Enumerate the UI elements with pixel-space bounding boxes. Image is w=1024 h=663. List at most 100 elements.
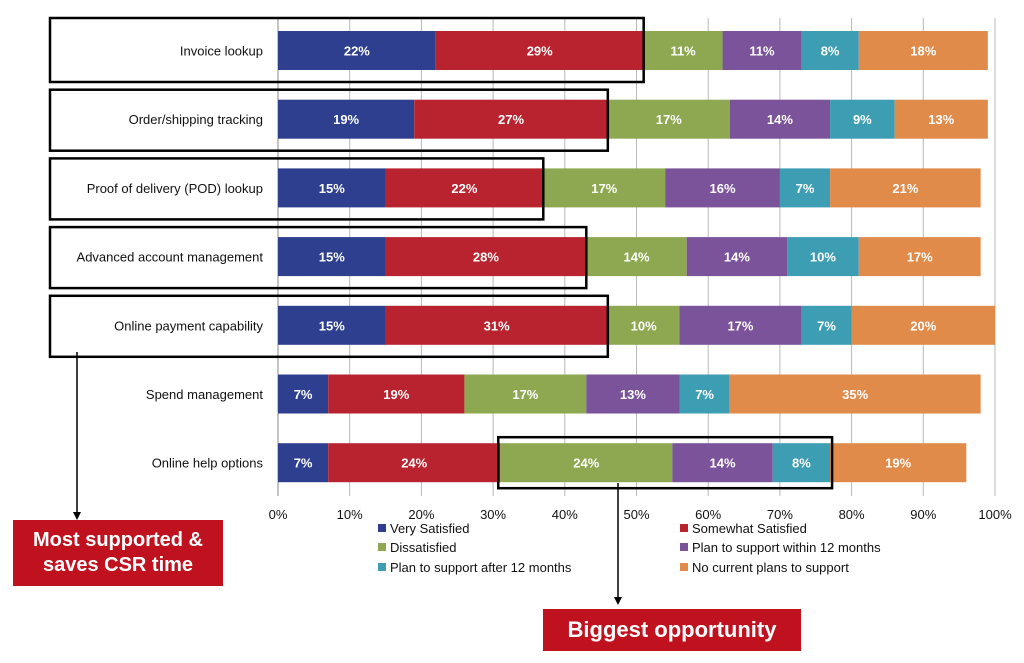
highlight-box — [48, 16, 645, 84]
x-tick-label: 0% — [269, 507, 288, 522]
category-label: Invoice lookup — [180, 44, 263, 59]
x-tick-label: 80% — [839, 507, 865, 522]
x-tick-label: 100% — [978, 507, 1012, 522]
data-label: 24% — [401, 456, 427, 471]
bar-segment — [500, 443, 673, 483]
bar-segment — [435, 31, 644, 70]
highlight-boxes — [48, 16, 834, 490]
legend-swatch — [378, 543, 386, 551]
bar-segment — [858, 31, 988, 70]
highlight-box — [48, 294, 610, 359]
bar-segment — [722, 31, 802, 70]
arrow-head — [73, 512, 81, 520]
data-label: 17% — [591, 181, 617, 196]
legend: Very Satisfied Somewhat Satisfied Dissatis… — [378, 521, 881, 575]
bar-segment — [729, 99, 831, 139]
biggest-opportunity-callout: Biggest opportunity — [543, 609, 801, 651]
bar-segment — [851, 305, 995, 345]
bar-segment — [385, 305, 608, 345]
x-tick-label: 90% — [910, 507, 936, 522]
bar-segment — [385, 237, 587, 277]
data-label: 17% — [512, 387, 538, 402]
category-label: Spend management — [146, 387, 263, 402]
category-label: Advanced account management — [77, 250, 264, 265]
data-label: 11% — [670, 44, 696, 59]
data-label: 17% — [656, 112, 682, 127]
bar-segment — [672, 443, 773, 483]
bar-segment — [278, 305, 386, 345]
category-label: Online help options — [152, 456, 264, 471]
data-label: 14% — [710, 456, 736, 471]
bar-segment — [729, 374, 981, 414]
data-label: 8% — [821, 44, 840, 59]
bar-segment — [278, 237, 386, 277]
data-label: 24% — [573, 456, 599, 471]
bar-segment — [772, 443, 831, 483]
data-label: 14% — [724, 250, 750, 265]
bar-segment — [464, 374, 587, 414]
highlight-box — [48, 225, 588, 290]
legend-swatch — [378, 524, 386, 532]
legend-label: Dissatisfied — [390, 540, 456, 555]
most-supported-callout: Most supported & saves CSR time — [13, 520, 223, 586]
data-label: 14% — [623, 250, 649, 265]
data-label: 14% — [767, 112, 793, 127]
legend-swatch — [680, 563, 688, 571]
data-label: 35% — [842, 387, 868, 402]
bar-segment — [858, 237, 981, 277]
highlight-box — [497, 435, 834, 490]
data-label: 15% — [319, 181, 345, 196]
bar-segment — [278, 99, 415, 139]
bar-segment — [686, 237, 788, 277]
highlight-box — [48, 157, 545, 221]
data-label: 11% — [749, 44, 775, 59]
data-label: 22% — [344, 44, 370, 59]
bar-segment — [414, 99, 608, 139]
data-label: 28% — [473, 250, 499, 265]
data-label: 8% — [792, 456, 811, 471]
category-label: Proof of delivery (POD) lookup — [87, 181, 263, 196]
legend-swatch — [680, 524, 688, 532]
x-tick-label: 60% — [695, 507, 721, 522]
x-axis-tick-labels: 0% 10% 20% 30% 40% 50% 60% 70% 80% 90% 100% — [269, 507, 1012, 522]
data-label: 7% — [817, 318, 836, 333]
data-label: 18% — [910, 44, 936, 59]
x-tick-label: 10% — [337, 507, 363, 522]
legend-label: Somewhat Satisfied — [692, 521, 807, 536]
data-label: 7% — [695, 387, 714, 402]
data-label: 17% — [727, 318, 753, 333]
callout-arrows — [73, 352, 622, 605]
bar-segment — [830, 443, 967, 483]
x-tick-label: 50% — [623, 507, 649, 522]
category-label: Online payment capability — [114, 318, 263, 333]
bar-segment — [278, 443, 329, 483]
value-labels: 22% 29% 11% 11% 8% 18% 19% 27% 17% 14% 9% 13% 15% 22%… — [294, 44, 955, 471]
data-label: 27% — [498, 112, 524, 127]
legend-label: Plan to support within 12 months — [692, 540, 881, 555]
bar-segment — [385, 168, 544, 208]
data-label: 15% — [319, 318, 345, 333]
bar-segment — [801, 31, 859, 70]
bar-segment — [278, 168, 386, 208]
data-label: 31% — [484, 318, 510, 333]
bar-segment — [643, 31, 723, 70]
data-label: 10% — [631, 318, 657, 333]
bar-segment — [278, 374, 329, 414]
data-label: 20% — [910, 318, 936, 333]
data-label: 7% — [294, 456, 313, 471]
bar-segment — [830, 168, 981, 208]
bar-segment — [679, 305, 802, 345]
bar-segment — [607, 305, 680, 345]
data-label: 17% — [907, 250, 933, 265]
bar-segment — [586, 237, 687, 277]
legend-label: No current plans to support — [692, 560, 849, 575]
legend-swatch — [378, 563, 386, 571]
x-tick-label: 30% — [480, 507, 506, 522]
arrow-head — [614, 597, 622, 605]
legend-label: Plan to support after 12 months — [390, 560, 572, 575]
bar-segment — [586, 374, 680, 414]
bar-segment — [830, 99, 895, 139]
bar-segment — [607, 99, 730, 139]
data-label: 7% — [796, 181, 815, 196]
